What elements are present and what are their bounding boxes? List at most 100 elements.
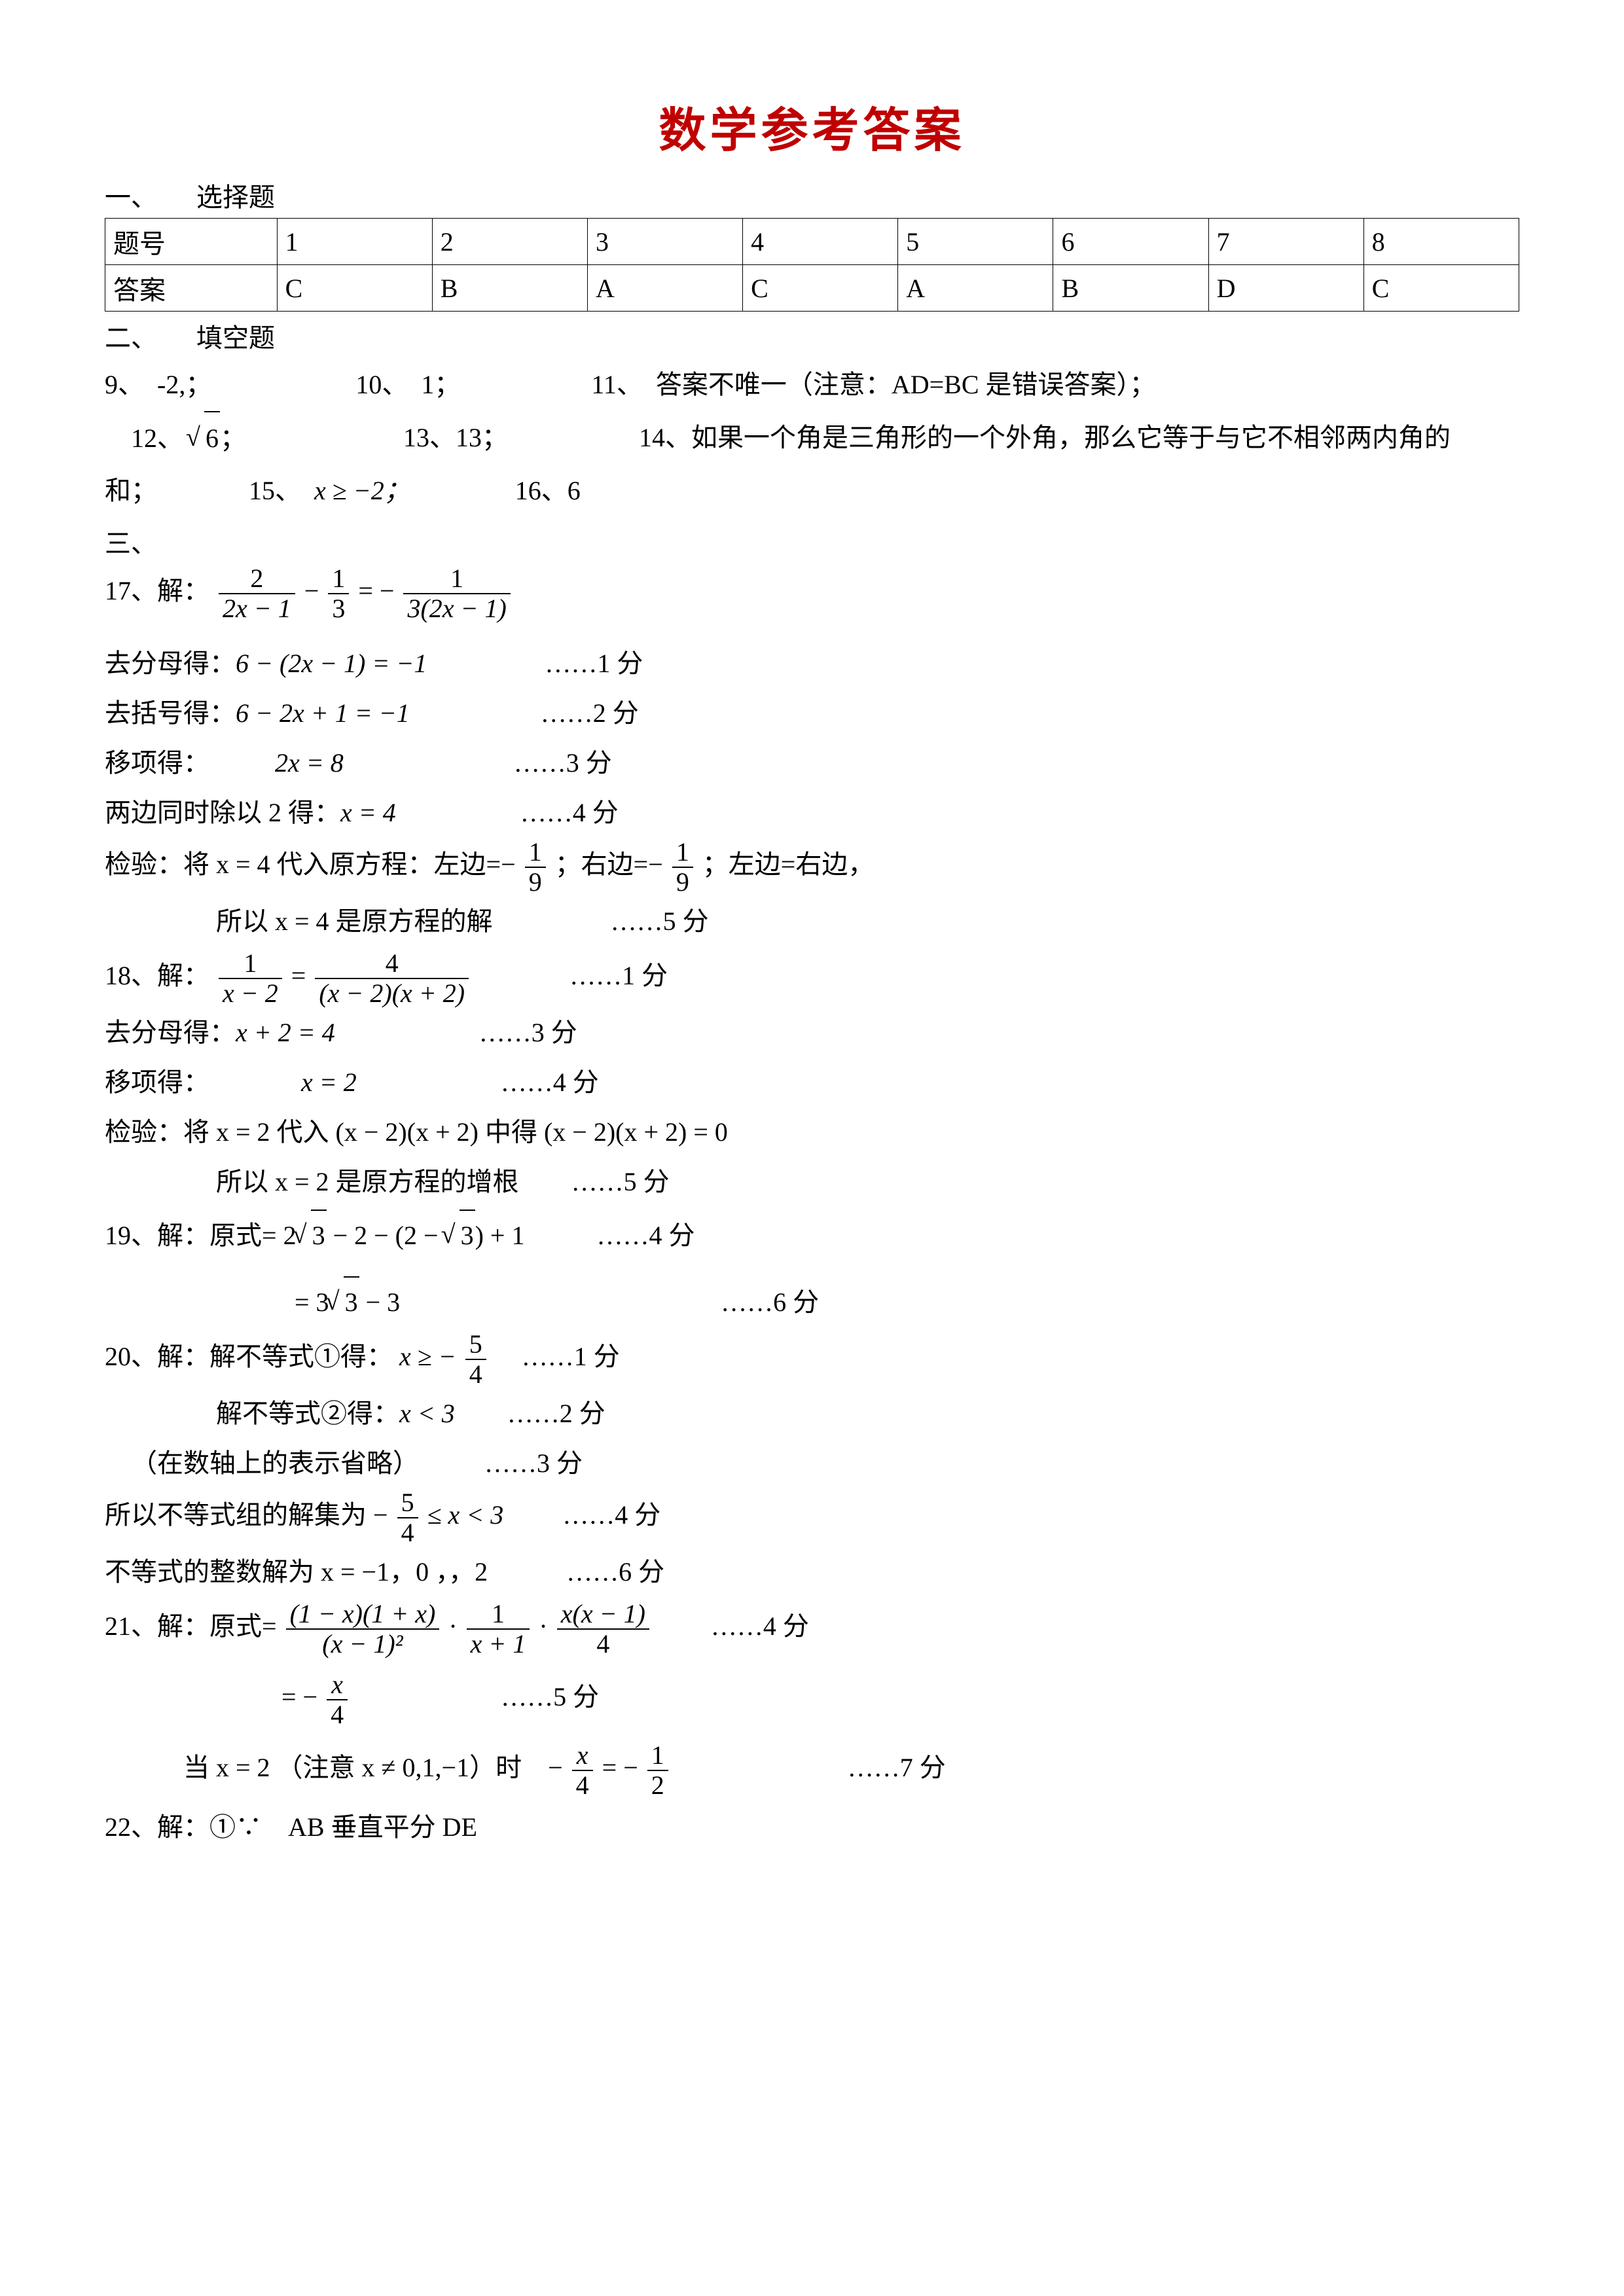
step-expr: 6 − (2x − 1) = −1	[236, 649, 427, 678]
check-end: ；左边=右边，	[702, 850, 875, 879]
fraction: 12	[645, 1741, 671, 1800]
q-label: 11、	[591, 370, 630, 399]
numerator: 1	[672, 838, 693, 868]
step-expr: x = 4	[340, 798, 396, 827]
answer-text: 13；	[456, 423, 508, 452]
score-text: ……6 分	[721, 1278, 819, 1327]
score-text: ……6 分	[566, 1547, 664, 1597]
fraction: 4(x − 2)(x + 2)	[312, 949, 471, 1008]
numerator: 2	[219, 564, 295, 594]
q21: 21、解：原式= (1 − x)(1 + x)(x − 1)² · 1x + 1…	[105, 1600, 1519, 1800]
q-label: 13、	[403, 423, 456, 452]
score-text: ……5 分	[501, 1672, 599, 1722]
denominator: x − 2	[219, 979, 282, 1008]
table-row: 答案 C B A C A B D C	[105, 265, 1519, 312]
numerator: 1	[525, 838, 546, 868]
score-text: ……5 分	[571, 1157, 670, 1207]
cell: C	[743, 265, 898, 312]
q19: 19、解：原式= 23 − 2 − (2 − 3) + 1 ……4 分 = 33…	[105, 1210, 1519, 1327]
q-label: 17、解：	[105, 576, 209, 605]
denominator: 9	[525, 868, 546, 897]
step-text: 22、解：①∵ AB 垂直平分 DE	[105, 1812, 477, 1842]
fraction: 19	[522, 838, 549, 897]
numerator: x(x − 1)	[557, 1600, 649, 1630]
numerator: 1	[328, 564, 349, 594]
cell: 4	[743, 219, 898, 265]
denominator: 3(2x − 1)	[403, 594, 510, 623]
q-label: 14、	[639, 423, 691, 452]
row-label: 题号	[105, 219, 278, 265]
q-label: 12、	[131, 423, 183, 453]
fraction: x4	[324, 1670, 350, 1729]
sqrt-icon: 3	[445, 1210, 475, 1261]
expr: ) + 1	[475, 1221, 525, 1250]
expr: = −	[281, 1682, 317, 1712]
cell: 5	[898, 219, 1053, 265]
score-text: ……4 分	[562, 1490, 660, 1540]
step-expr: 6 − 2x + 1 = −1	[236, 698, 410, 728]
expr: x ≥ −	[399, 1342, 456, 1371]
expr: ≤ x < 3	[427, 1500, 504, 1530]
fraction: x(x − 1)4	[554, 1600, 652, 1659]
denominator: 4	[572, 1771, 593, 1800]
answer-text: -2,；	[157, 370, 211, 399]
cell: C	[277, 265, 432, 312]
section-mc-heading: 一、 选择题	[105, 176, 1519, 214]
fraction: 19	[670, 838, 696, 897]
page: 数学参考答案 一、 选择题 题号 1 2 3 4 5 6 7 8 答案 C B …	[0, 0, 1624, 2296]
fraction: (1 − x)(1 + x)(x − 1)²	[283, 1600, 442, 1659]
note-text: （在数轴上的表示省略）	[131, 1448, 406, 1478]
step-label: 解不等式②得：	[216, 1399, 399, 1428]
denominator: (x − 1)²	[286, 1630, 440, 1659]
step-label: 所以不等式组的解集为 −	[105, 1500, 388, 1530]
score-text: ……7 分	[848, 1743, 946, 1793]
step-expr: x = 2	[301, 1067, 357, 1097]
score-text: ……4 分	[596, 1211, 695, 1261]
expr: = 3	[295, 1287, 329, 1317]
numerator: (1 − x)(1 + x)	[286, 1600, 440, 1630]
table-row: 题号 1 2 3 4 5 6 7 8	[105, 219, 1519, 265]
sqrt-icon: 6	[190, 411, 220, 465]
check-text: 检验：将 x = 2 代入 (x − 2)(x + 2) 中得 (x − 2)(…	[105, 1117, 728, 1147]
denominator: 3	[328, 594, 349, 623]
numerator: 1	[647, 1741, 668, 1771]
step-text: 不等式的整数解为 x = −1，0 ，，2	[105, 1557, 488, 1587]
step-label: 去括号得：	[105, 698, 236, 728]
denominator: 2	[647, 1771, 668, 1800]
fill-line-3: 和； 15、 x ≥ −2； 16、6	[105, 465, 1519, 517]
radicand: 3	[311, 1210, 327, 1261]
radicand: 3	[344, 1276, 359, 1327]
score-text: ……5 分	[611, 897, 709, 946]
section-solve-heading: 三、	[105, 522, 1519, 560]
dot: ·	[448, 1611, 457, 1641]
score-text: ……1 分	[522, 1332, 620, 1382]
fraction: 1x + 1	[464, 1600, 533, 1659]
sqrt-icon: 3	[329, 1276, 359, 1327]
answer-text: ；	[220, 423, 246, 453]
score-text: ……2 分	[507, 1389, 605, 1439]
numerator: 5	[465, 1330, 486, 1360]
dot: ·	[539, 1611, 547, 1641]
q-label: 9、	[105, 370, 131, 399]
cell: A	[898, 265, 1053, 312]
check-mid: ；右边=−	[555, 850, 663, 879]
fill-line-1: 9、 -2,； 10、 1； 11、 答案不唯一（注意：AD=BC 是错误答案）…	[105, 359, 1519, 411]
cell: D	[1208, 265, 1363, 312]
fraction: x4	[569, 1741, 596, 1800]
score-text: ……3 分	[514, 738, 612, 788]
expr: − 2 − (2 −	[327, 1221, 445, 1250]
denominator: 9	[672, 868, 693, 897]
answer-text: 1；	[421, 370, 460, 399]
score-text: ……1 分	[569, 951, 668, 1001]
q17: 17、解： 22x − 1 − 13 = − 13(2x − 1) 去分母得：6…	[105, 564, 1519, 946]
radicand: 3	[460, 1210, 475, 1261]
numerator: 4	[315, 949, 469, 979]
score-text: ……1 分	[545, 639, 643, 689]
answer-text: x ≥ −2；	[314, 476, 410, 505]
denominator: 4	[557, 1630, 649, 1659]
q18: 18、解： 1x − 2 = 4(x − 2)(x + 2) ……1 分 去分母…	[105, 949, 1519, 1207]
fraction: 54	[395, 1488, 421, 1547]
row-label: 答案	[105, 265, 278, 312]
q-label: 10、	[355, 370, 395, 399]
answer-text: 答案不唯一（注意：AD=BC 是错误答案）；	[656, 370, 1156, 399]
